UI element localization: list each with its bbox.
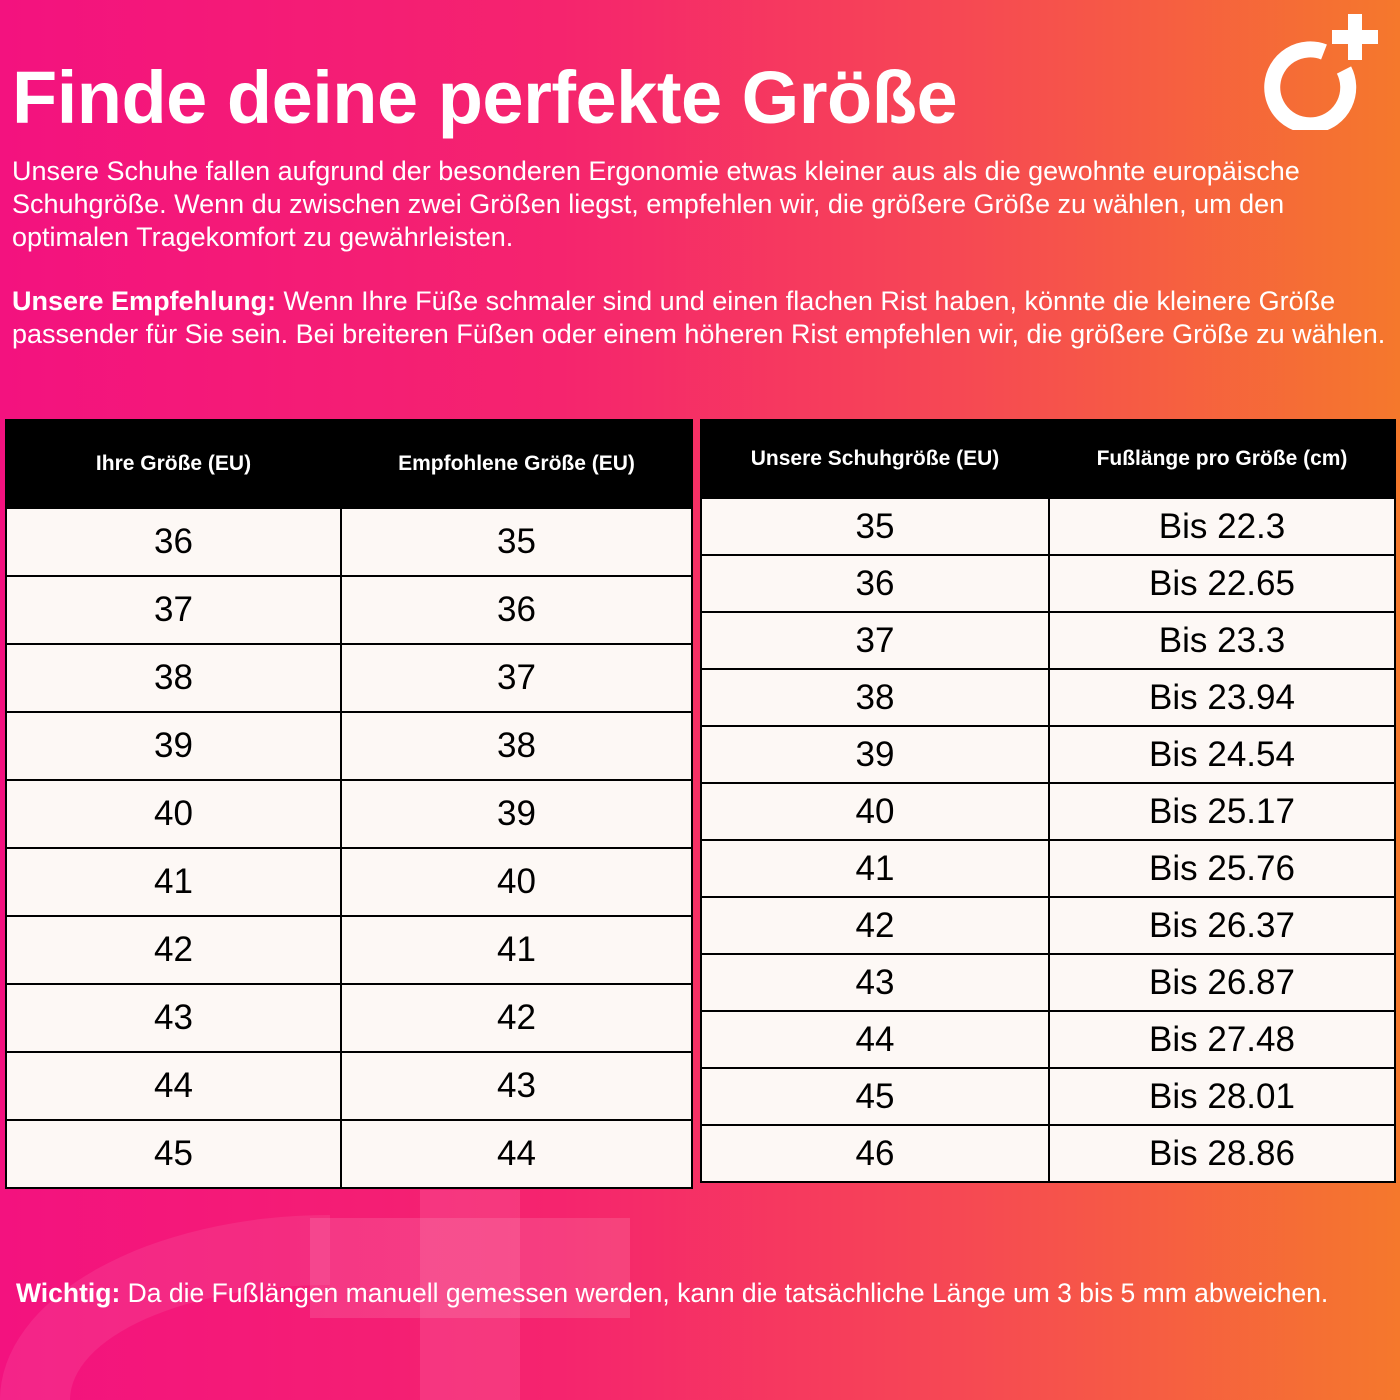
table-cell: Bis 24.54 [1048,725,1396,784]
table-cell: 40 [5,779,342,849]
table-cell: 40 [700,782,1050,841]
table-cell: 37 [5,575,342,645]
table-cell: 39 [700,725,1050,784]
table-cell: Bis 28.86 [1048,1124,1396,1183]
table-cell: Bis 22.3 [1048,497,1396,556]
table-cell: 43 [340,1051,693,1121]
table-row: 35 Bis 22.3 [700,497,1396,556]
table-cell: 41 [700,839,1050,898]
important-note: Wichtig: Da die Fußlängen manuell gemess… [16,1277,1386,1310]
header-recommended-size: Empfohlene Größe (EU) [340,419,693,509]
table-row: 37 36 [5,575,693,645]
table-cell: 44 [340,1119,693,1189]
table-cell: 38 [340,711,693,781]
table-cell: 45 [700,1067,1050,1126]
table-cell: 36 [340,575,693,645]
table-cell: 36 [5,507,342,577]
table-cell: Bis 25.17 [1048,782,1396,841]
table-row: 36 35 [5,507,693,577]
table-cell: 45 [5,1119,342,1189]
table-cell: 46 [700,1124,1050,1183]
table-cell: 44 [700,1010,1050,1069]
table-row: 40 Bis 25.17 [700,782,1396,841]
intro-text: Unsere Schuhe fallen aufgrund der besond… [12,156,1300,252]
brand-logo-icon [1264,14,1378,130]
table-row: 44 Bis 27.48 [700,1010,1396,1069]
table-cell: 40 [340,847,693,917]
table-cell: 42 [340,983,693,1053]
table-cell: Bis 25.76 [1048,839,1396,898]
table-row: 38 Bis 23.94 [700,668,1396,727]
recommendation-label: Unsere Empfehlung: [12,286,277,316]
recommendation-text: Unsere Empfehlung: Wenn Ihre Füße schmal… [12,285,1387,351]
header-shoe-size: Unsere Schuhgröße (EU) [700,419,1050,499]
table-cell: 44 [5,1051,342,1121]
table-cell: Bis 23.3 [1048,611,1396,670]
table-cell: 39 [340,779,693,849]
note-label: Wichtig: [16,1278,121,1308]
table-row: 42 Bis 26.37 [700,896,1396,955]
table-cell: 41 [5,847,342,917]
recommendation-body: Wenn Ihre Füße schmaler sind und einen f… [12,286,1386,349]
table-row: 42 41 [5,915,693,985]
table-cell: 41 [340,915,693,985]
header-foot-length: Fußlänge pro Größe (cm) [1048,419,1396,499]
table-row: 36 Bis 22.65 [700,554,1396,613]
table-row: 39 Bis 24.54 [700,725,1396,784]
table-row: 45 44 [5,1119,693,1189]
table-cell: 36 [700,554,1050,613]
table-row: 41 40 [5,847,693,917]
table-cell: 43 [5,983,342,1053]
foot-length-table: Unsere Schuhgröße (EU) Fußlänge pro Größe… [700,419,1396,1183]
table-row: 38 37 [5,643,693,713]
table-row: 45 Bis 28.01 [700,1067,1396,1126]
table-row: 43 Bis 26.87 [700,953,1396,1012]
table-cell: 42 [700,896,1050,955]
table-cell: 42 [5,915,342,985]
note-body: Da die Fußlängen manuell gemessen werden… [120,1278,1329,1308]
table-cell: Bis 23.94 [1048,668,1396,727]
watermark-plus [310,1218,630,1318]
table-cell: 38 [5,643,342,713]
watermark-plus-vertical [420,1190,520,1400]
header-your-size: Ihre Größe (EU) [5,419,342,509]
page-title: Finde deine perfekte Größe [12,56,958,139]
table-row: 46 Bis 28.86 [700,1124,1396,1183]
table-row: 39 38 [5,711,693,781]
table-cell: Bis 28.01 [1048,1067,1396,1126]
table-row: 40 39 [5,779,693,849]
table-cell: 37 [700,611,1050,670]
table-row: 43 42 [5,983,693,1053]
table-cell: 43 [700,953,1050,1012]
table-row: 41 Bis 25.76 [700,839,1396,898]
table-row: 37 Bis 23.3 [700,611,1396,670]
table-cell: 39 [5,711,342,781]
table-cell: Bis 26.87 [1048,953,1396,1012]
table-cell: 35 [700,497,1050,556]
size-recommendation-table: Ihre Größe (EU) Empfohlene Größe (EU) 36 3… [5,419,693,1189]
table-row: 44 43 [5,1051,693,1121]
table-cell: Bis 27.48 [1048,1010,1396,1069]
table-cell: 35 [340,507,693,577]
table-cell: 38 [700,668,1050,727]
table-cell: Bis 22.65 [1048,554,1396,613]
table-cell: 37 [340,643,693,713]
table-cell: Bis 26.37 [1048,896,1396,955]
